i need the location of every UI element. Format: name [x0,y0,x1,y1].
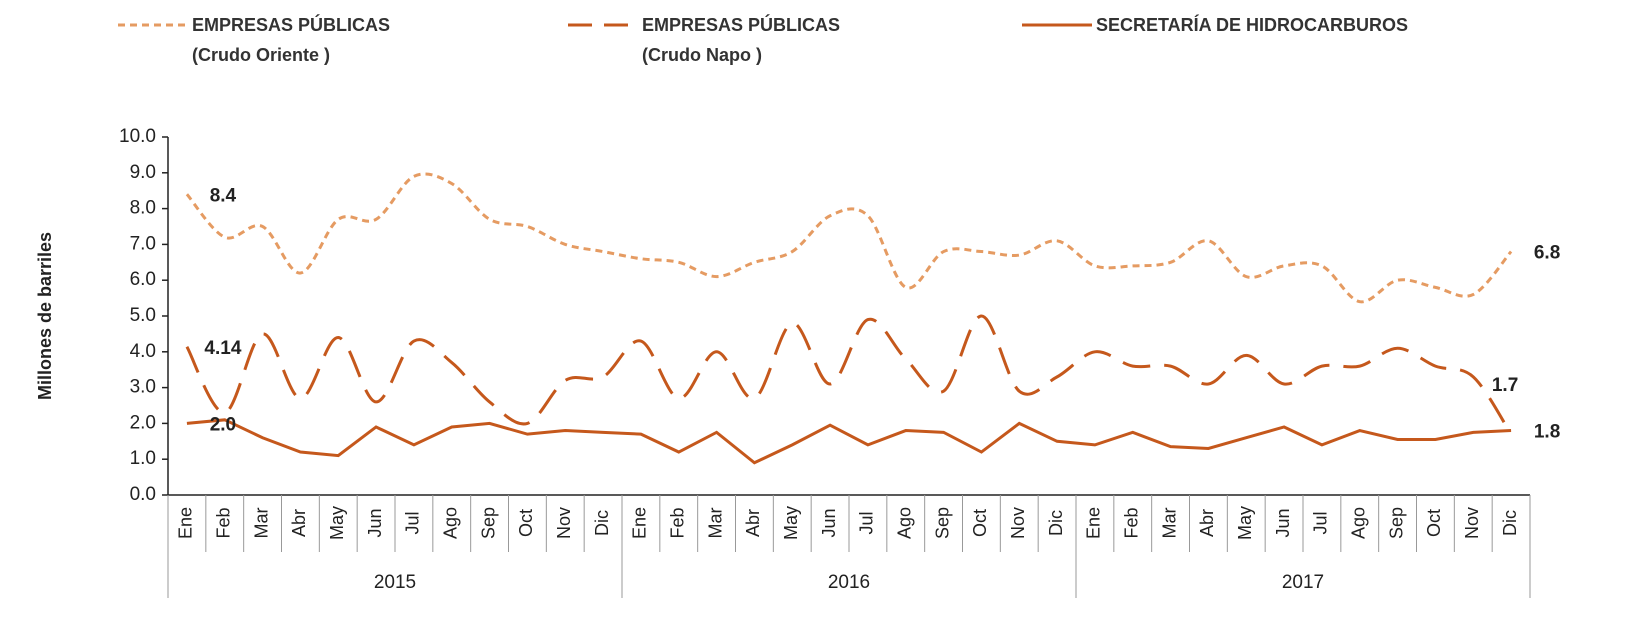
y-tick-label: 8.0 [130,198,156,219]
y-tick-label: 3.0 [130,377,156,398]
series-line [185,314,1513,435]
x-tick-label: Sep [1386,507,1406,539]
x-tick-label: Jul [403,511,423,534]
x-tick-label: Mar [251,507,271,538]
y-tick-label: 7.0 [130,233,156,254]
series-line [186,418,1512,465]
x-tick-label: Dic [1500,510,1520,536]
x-tick-label: Ene [1084,507,1104,539]
x-tick-label: Jun [1273,508,1293,537]
x-tick-label: Abr [1197,509,1217,537]
x-tick-label: Dic [592,510,612,536]
x-tick-label: Sep [932,507,952,539]
legend-label: SECRETARÍA DE HIDROCARBUROS [1096,15,1409,35]
x-tick-label: Ago [441,507,461,539]
x-tick-label: Abr [289,509,309,537]
year-label: 2017 [1282,572,1324,593]
data-label: 1.8 [1534,422,1560,443]
y-axis-title: Millones de barriles [35,232,55,400]
x-tick-label: Ene [176,507,196,539]
y-tick-label: 5.0 [130,305,156,326]
series-line [185,172,1513,304]
x-tick-label: Abr [743,509,763,537]
x-tick-label: Nov [1008,507,1028,539]
data-label: 1.7 [1492,375,1518,396]
x-tick-label: Mar [1159,507,1179,538]
x-tick-label: Dic [1046,510,1066,536]
y-tick-label: 10.0 [119,126,156,147]
y-tick-label: 2.0 [130,412,156,433]
data-label: 4.14 [204,338,241,359]
legend-label: EMPRESAS PÚBLICAS (Crudo Oriente ) [192,15,391,65]
x-tick-label: Feb [1122,507,1142,538]
x-tick-label: Feb [668,507,688,538]
x-tick-label: Nov [554,507,574,539]
y-tick-label: 6.0 [130,269,156,290]
data-label: 6.8 [1534,243,1560,264]
x-tick-label: Jul [857,511,877,534]
year-label: 2016 [828,572,870,593]
x-tick-label: Jun [819,508,839,537]
legend-label: EMPRESAS PÚBLICAS (Crudo Napo ) [642,15,841,65]
data-label: 2.0 [210,414,236,435]
x-tick-label: Ene [630,507,650,539]
data-label: 8.4 [210,185,237,206]
x-tick-label: Oct [970,509,990,537]
y-tick-label: 1.0 [130,448,156,469]
x-tick-label: Ago [895,507,915,539]
x-tick-label: May [327,506,347,540]
y-tick-label: 4.0 [130,341,156,362]
x-tick-label: Feb [214,507,234,538]
x-tick-label: Mar [705,507,725,538]
x-tick-label: May [781,506,801,540]
x-tick-label: Jul [1311,511,1331,534]
x-tick-label: Ago [1349,507,1369,539]
x-tick-label: Nov [1462,507,1482,539]
x-tick-label: Oct [516,509,536,537]
year-label: 2015 [374,572,416,593]
x-tick-label: Jun [365,508,385,537]
x-tick-label: Sep [478,507,498,539]
y-tick-label: 0.0 [130,484,156,505]
x-tick-label: Oct [1424,509,1444,537]
x-tick-label: May [1235,506,1255,540]
y-tick-label: 9.0 [130,162,156,183]
